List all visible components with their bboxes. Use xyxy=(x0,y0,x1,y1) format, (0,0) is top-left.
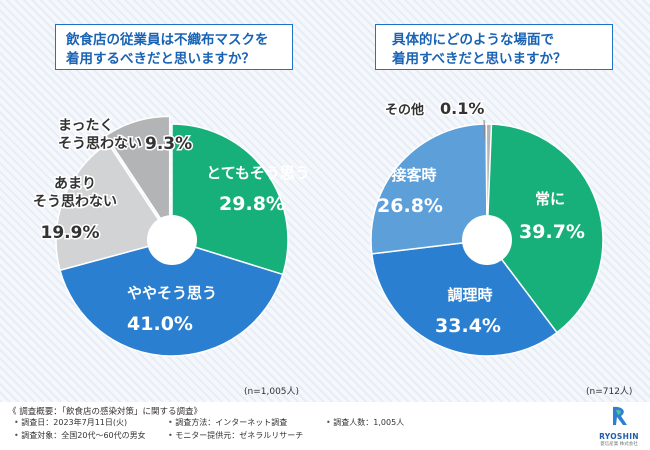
pie-center-hole-1 xyxy=(147,215,197,265)
sample-size-1: (n=1,005人) xyxy=(244,387,300,397)
survey-title: 《 調査概要：「飲食店の感染対策」に関する調査》 xyxy=(8,407,202,417)
slice-value-2-3: 26.8% xyxy=(377,195,443,217)
survey-footer: 《 調査概要：「飲食店の感染対策」に関する調査》 調査日：2023年7月11日(… xyxy=(0,402,650,450)
pie-slice-2-3 xyxy=(370,123,488,255)
slice-label-2-1: 常に xyxy=(535,190,565,208)
slice-label-1-1: とてもそう思う xyxy=(206,164,310,182)
survey-target: 調査対象：全国20代〜60代の男女 xyxy=(14,430,145,441)
question-1-line-1: 飲食店の従業員は不織布マスクを xyxy=(66,32,269,48)
slice-label-1-2: ややそう思う xyxy=(127,284,217,302)
company-logo: RYOSHIN 菱信産業 株式会社 xyxy=(594,404,644,448)
question-2-line-1: 具体的にどのような場面で xyxy=(392,32,554,48)
slice-value-1-2: 41.0% xyxy=(127,313,193,335)
slice-label-1-3-line-1: あまり xyxy=(54,176,96,192)
sample-size-2: (n=712人) xyxy=(586,387,633,397)
pie-slice-1-2 xyxy=(59,239,284,357)
pie-slice-1-3 xyxy=(55,142,174,272)
question-1-line-2: 着用するべきだと思いますか？ xyxy=(66,51,255,67)
survey-date: 調査日：2023年7月11日(火) xyxy=(14,417,127,428)
slice-label-1-4-line-1: まったく xyxy=(58,118,113,134)
slice-value-1-3: 19.9% xyxy=(41,223,100,243)
logo-name: RYOSHIN xyxy=(599,432,639,441)
slice-value-2-2: 33.4% xyxy=(435,315,501,337)
survey-method: 調査方法：インターネット調査 xyxy=(168,417,287,428)
pie-slice-1-4 xyxy=(104,115,171,235)
survey-count: 調査人数：1,005人 xyxy=(326,417,404,428)
question-2-line-2: 着用すべきだと思いますか？ xyxy=(392,51,567,67)
slice-value-2-1: 39.7% xyxy=(519,221,585,243)
slice-label-1-3-line-2: そう思わない xyxy=(33,194,117,210)
question-box-1: 飲食店の従業員は不織布マスクを 着用するべきだと思いますか？ xyxy=(55,24,293,70)
logo-icon xyxy=(613,406,627,425)
pie-center-hole-2 xyxy=(462,215,512,265)
pie-slice-2-4 xyxy=(485,123,493,241)
slice-label-1-4-line-2: そう思わない xyxy=(58,136,142,152)
survey-provider: モニター提供元：ゼネラルリサーチ xyxy=(168,430,303,441)
pie-slice-2-2 xyxy=(370,239,558,357)
pie-slice-2-1 xyxy=(486,123,604,334)
logo-subtitle: 菱信産業 株式会社 xyxy=(600,442,638,447)
question-box-2: 具体的にどのような場面で 着用すべきだと思いますか？ xyxy=(375,24,613,70)
slice-label-2-2: 調理時 xyxy=(447,286,492,304)
slice-value-1-1: 29.8% xyxy=(219,193,285,215)
leader-line xyxy=(483,119,486,141)
slice-label-2-4: その他 xyxy=(385,102,424,118)
slice-value-2-4: 0.1% xyxy=(440,99,484,118)
pie-charts: とてもそう思う29.8%ややそう思う41.0%あまりそう思わない19.9%まった… xyxy=(32,98,604,357)
pie-chart-1: とてもそう思う29.8%ややそう思う41.0%あまりそう思わない19.9%まった… xyxy=(32,115,310,357)
slice-label-2-3: 接客時 xyxy=(391,166,436,184)
pie-chart-2: 常に 39.7% 調理時 33.4% 接客時 26.8% その他 0.1% xyxy=(370,98,604,357)
slice-value-1-4: 9.3% xyxy=(145,134,192,154)
pie-slice-1-1 xyxy=(171,123,289,276)
